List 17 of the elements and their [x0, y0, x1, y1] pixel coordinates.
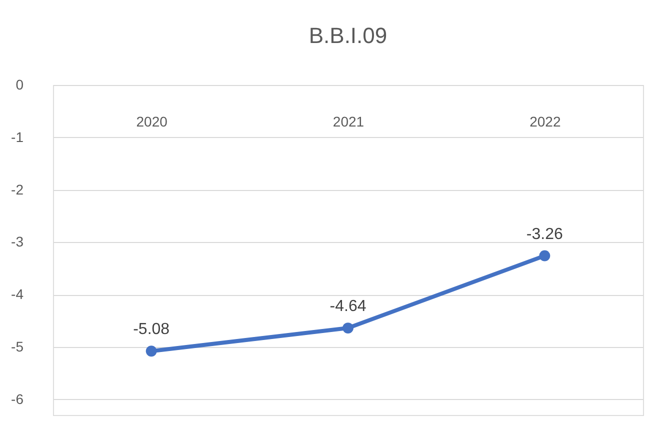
y-tick-label: -5	[11, 338, 24, 354]
y-tick-label: -6	[11, 390, 24, 407]
point	[146, 346, 157, 357]
x-tick-label: 2021	[332, 114, 364, 130]
data-label: -5.08	[133, 321, 170, 338]
data-label: -3.26	[526, 226, 564, 243]
y-tick-label: -2	[11, 181, 24, 198]
point	[539, 250, 550, 262]
x-tick-label: 2022	[530, 114, 561, 130]
chart-title: B.B.I.09	[308, 23, 388, 48]
y-tick-label: 0	[16, 76, 24, 92]
point	[342, 322, 354, 334]
y-tick-label: -3	[11, 234, 24, 250]
y-tick-label: -4	[11, 286, 24, 302]
data-label: -4.64	[330, 298, 366, 316]
x-tick-label: 2020	[136, 114, 168, 130]
y-tick-label: -1	[11, 128, 24, 145]
